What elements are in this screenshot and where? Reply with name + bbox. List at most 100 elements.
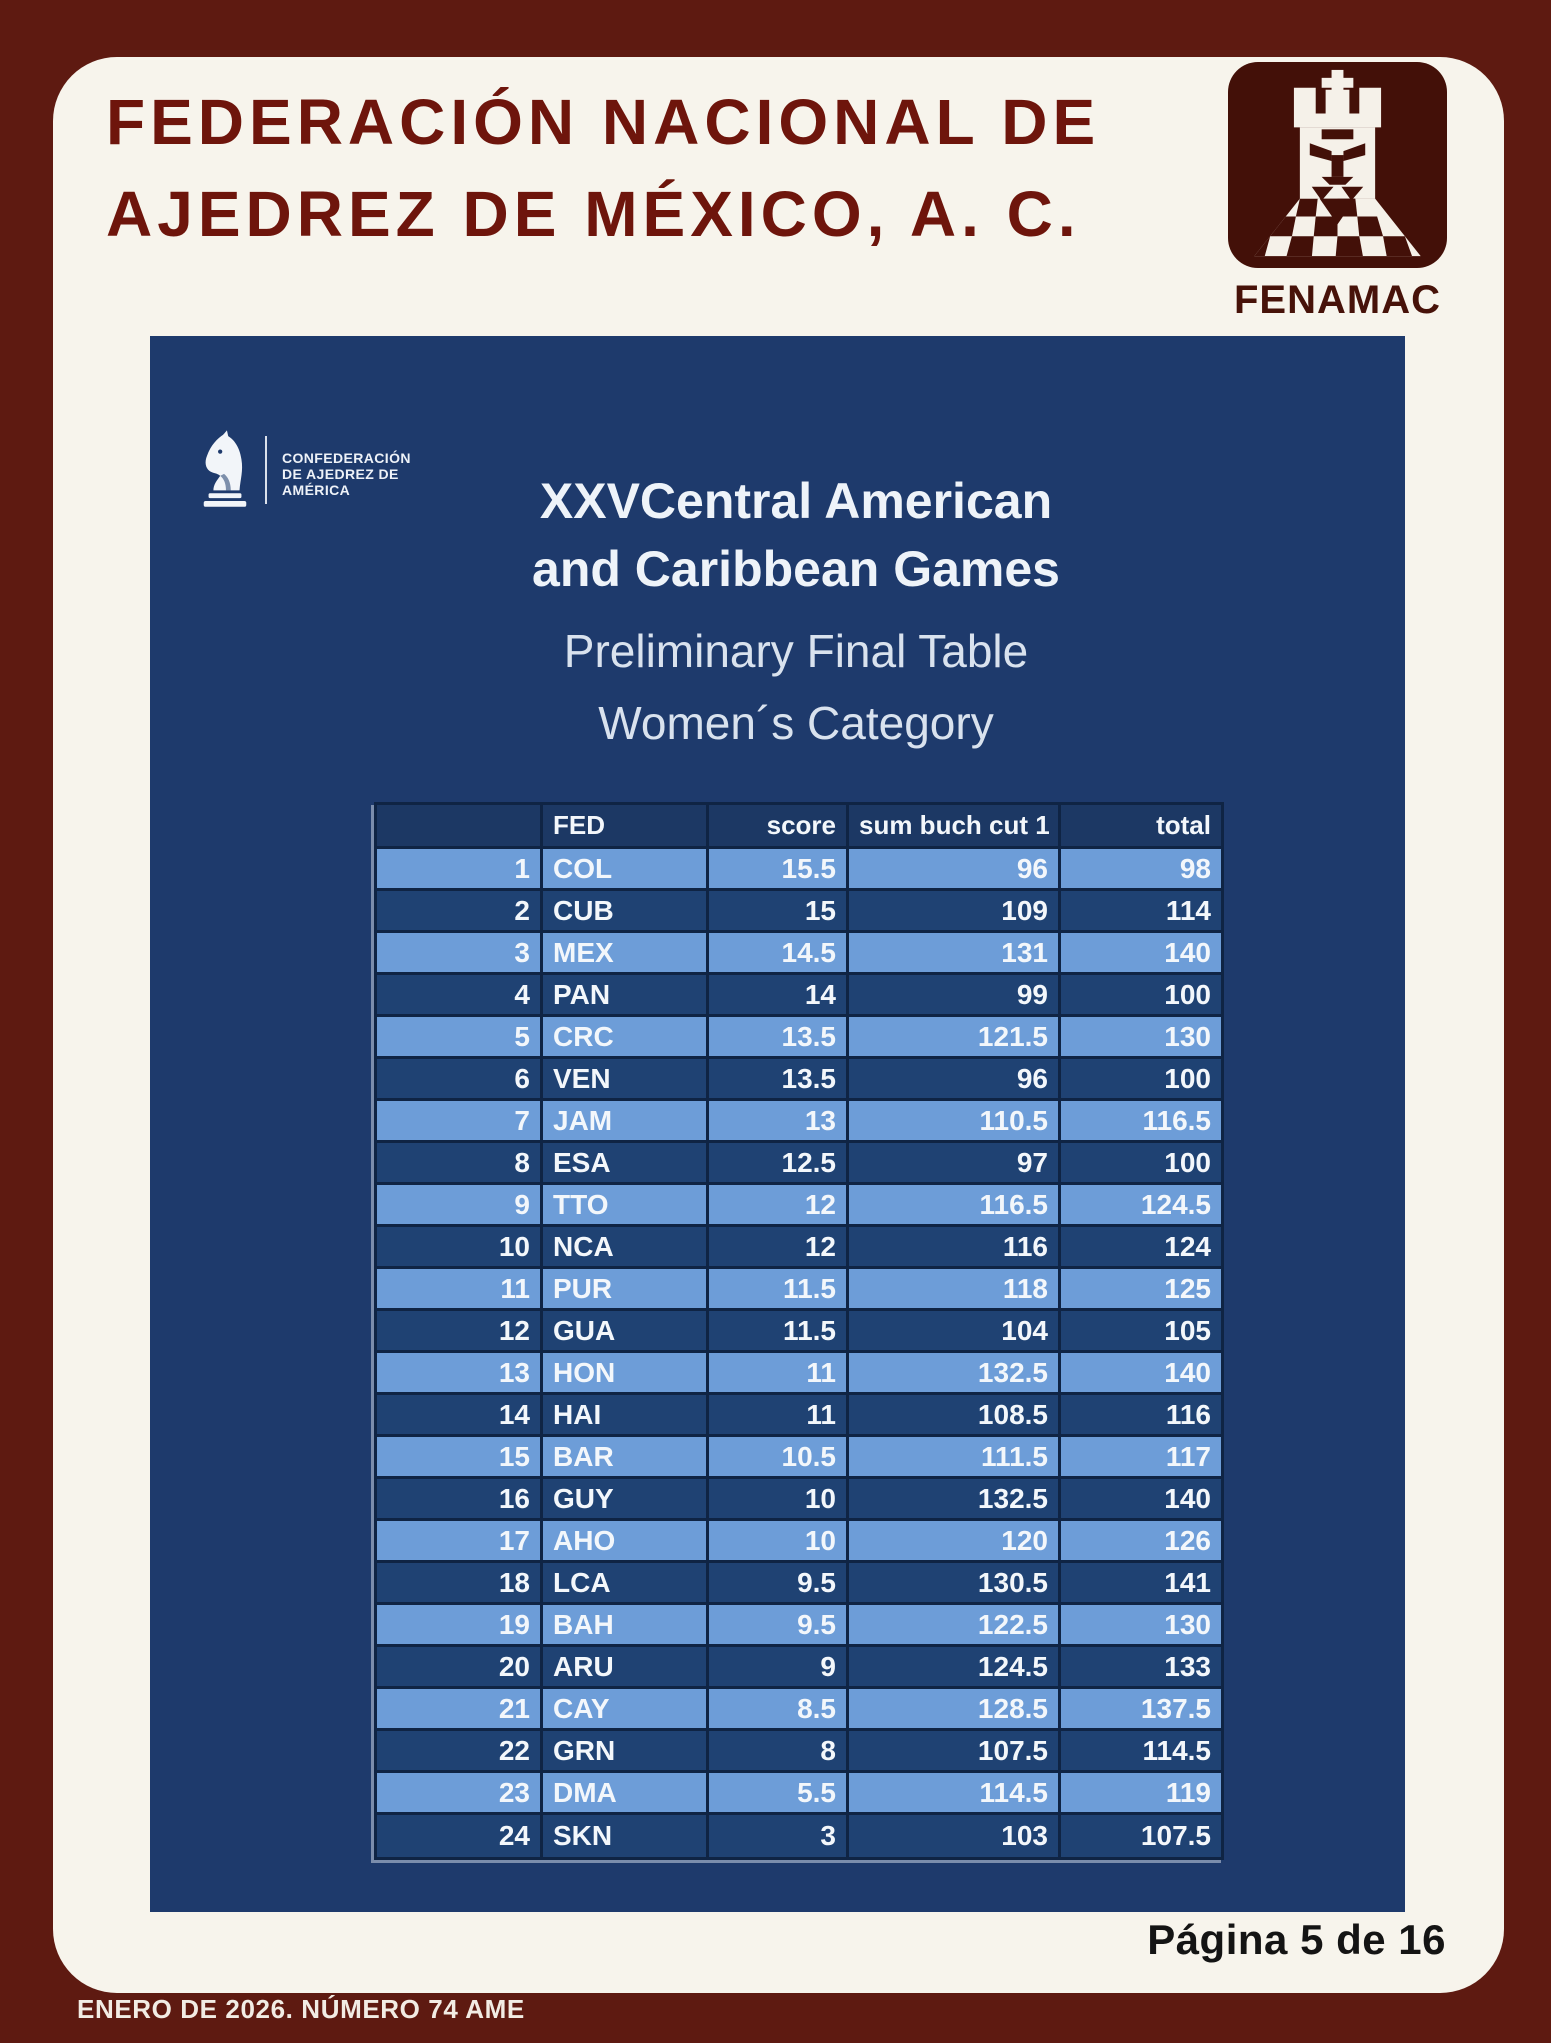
total-cell: 130 (1164, 1020, 1211, 1052)
score-cell: 12.5 (709, 1143, 849, 1182)
column-header: sum buch cut 1 (849, 805, 1061, 846)
sum-buch-cell: 114.5 (849, 1773, 1061, 1812)
org-title-line1: FEDERACIÓN NACIONAL DE (106, 86, 1101, 158)
fed-cell: GUY (543, 1479, 709, 1518)
table-row: 17 AHO 10 120 126 (377, 1521, 1221, 1563)
sum-buch-cell: 124.5 (849, 1647, 1061, 1686)
table-row: 5 CRC 13.5 121.5 130 (377, 1017, 1221, 1059)
score-cell: 12 (709, 1227, 849, 1266)
fed-cell: GRN (543, 1731, 709, 1770)
sum-buch-cell: 122.5 (849, 1605, 1061, 1644)
fed-cell: AHO (543, 1521, 709, 1560)
total-cell: 124.5 (1140, 1188, 1211, 1220)
rank-cell: 2 (377, 891, 543, 930)
fed-cell: JAM (543, 1101, 709, 1140)
sum-buch-cell: 111.5 (849, 1437, 1061, 1476)
score-cell: 14.5 (709, 933, 849, 972)
total-cell: 126 (1164, 1524, 1211, 1556)
column-header (377, 805, 543, 846)
rank-cell: 17 (377, 1521, 543, 1560)
column-header: total (1156, 810, 1211, 840)
score-cell: 10 (709, 1521, 849, 1560)
score-cell: 13 (709, 1101, 849, 1140)
score-cell: 8 (709, 1731, 849, 1770)
table-row: 6 VEN 13.5 96 100 (377, 1059, 1221, 1101)
rank-cell: 18 (377, 1563, 543, 1602)
rank-cell: 21 (377, 1689, 543, 1728)
rank-cell: 22 (377, 1731, 543, 1770)
results-table: FED score sum buch cut 1 total 1 COL 15.5 96 98 2… (374, 802, 1224, 1860)
total-cell: 133 (1164, 1650, 1211, 1682)
table-row: 12 GUA 11.5 104 105 (377, 1311, 1221, 1353)
table-row: 4 PAN 14 99 100 (377, 975, 1221, 1017)
score-cell: 12 (709, 1185, 849, 1224)
table-row: 7 JAM 13 110.5 116.5 (377, 1101, 1221, 1143)
table-row: 20 ARU 9 124.5 133 (377, 1647, 1221, 1689)
total-cell: 140 (1164, 936, 1211, 968)
total-cell: 100 (1164, 978, 1211, 1010)
score-cell: 11.5 (709, 1311, 849, 1350)
table-row: 16 GUY 10 132.5 140 (377, 1479, 1221, 1521)
fed-cell: TTO (543, 1185, 709, 1224)
rank-cell: 16 (377, 1479, 543, 1518)
total-cell: 137.5 (1140, 1692, 1211, 1724)
sum-buch-cell: 108.5 (849, 1395, 1061, 1434)
sum-buch-cell: 128.5 (849, 1689, 1061, 1728)
total-cell: 105 (1164, 1314, 1211, 1346)
sum-buch-cell: 116 (849, 1227, 1061, 1266)
table-row: 14 HAI 11 108.5 116 (377, 1395, 1221, 1437)
score-cell: 8.5 (709, 1689, 849, 1728)
table-row: 13 HON 11 132.5 140 (377, 1353, 1221, 1395)
table-row: 22 GRN 8 107.5 114.5 (377, 1731, 1221, 1773)
table-row: 8 ESA 12.5 97 100 (377, 1143, 1221, 1185)
score-cell: 14 (709, 975, 849, 1014)
sum-buch-cell: 96 (849, 1059, 1061, 1098)
rank-cell: 19 (377, 1605, 543, 1644)
fenamac-rook-icon (1254, 69, 1421, 257)
table-row: 9 TTO 12 116.5 124.5 (377, 1185, 1221, 1227)
table-row: 15 BAR 10.5 111.5 117 (377, 1437, 1221, 1479)
score-cell: 15 (709, 891, 849, 930)
rank-cell: 1 (377, 849, 543, 888)
sum-buch-cell: 132.5 (849, 1353, 1061, 1392)
sum-buch-cell: 116.5 (849, 1185, 1061, 1224)
total-cell: 140 (1164, 1356, 1211, 1388)
sum-buch-cell: 109 (849, 891, 1061, 930)
total-cell: 100 (1164, 1062, 1211, 1094)
total-cell: 114 (1165, 894, 1211, 926)
total-cell: 116 (1165, 1398, 1211, 1430)
fed-cell: CRC (543, 1017, 709, 1056)
table-subtitle: Preliminary Final Table (563, 625, 1029, 677)
score-cell: 9 (709, 1647, 849, 1686)
sum-buch-cell: 120 (849, 1521, 1061, 1560)
sum-buch-cell: 132.5 (849, 1479, 1061, 1518)
table-row: 23 DMA 5.5 114.5 119 (377, 1773, 1221, 1815)
sum-buch-cell: 96 (849, 849, 1061, 888)
knight-icon (203, 430, 247, 507)
total-cell: 114.5 (1142, 1734, 1211, 1766)
score-cell: 3 (709, 1815, 849, 1857)
fed-cell: GUA (543, 1311, 709, 1350)
org-title: FEDERACIÓN NACIONAL DE AJEDREZ DE MÉXICO… (106, 76, 1100, 260)
fed-cell: NCA (543, 1227, 709, 1266)
rank-cell: 14 (377, 1395, 543, 1434)
fed-cell: BAH (543, 1605, 709, 1644)
sum-buch-cell: 104 (849, 1311, 1061, 1350)
total-cell: 98 (1179, 852, 1211, 884)
fed-cell: CUB (543, 891, 709, 930)
sum-buch-cell: 99 (849, 975, 1061, 1014)
total-cell: 140 (1164, 1482, 1211, 1514)
total-cell: 116.5 (1142, 1104, 1211, 1136)
rank-cell: 10 (377, 1227, 543, 1266)
fenamac-wordmark: FENAMAC (1234, 278, 1441, 322)
table-row: 10 NCA 12 116 124 (377, 1227, 1221, 1269)
rank-cell: 9 (377, 1185, 543, 1224)
fed-cell: VEN (543, 1059, 709, 1098)
table-row: 11 PUR 11.5 118 125 (377, 1269, 1221, 1311)
sum-buch-cell: 131 (849, 933, 1061, 972)
page-indicator: Página 5 de 16 (1147, 1916, 1446, 1963)
rank-cell: 3 (377, 933, 543, 972)
sum-buch-cell: 110.5 (849, 1101, 1061, 1140)
table-row: 3 MEX 14.5 131 140 (377, 933, 1221, 975)
